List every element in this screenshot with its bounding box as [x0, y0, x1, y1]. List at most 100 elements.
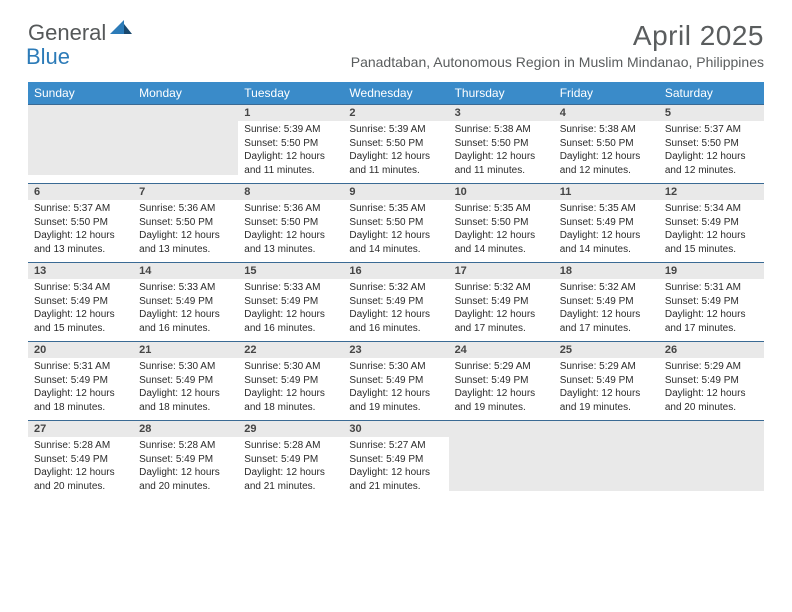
day-details: Sunrise: 5:29 AMSunset: 5:49 PMDaylight:…: [449, 358, 554, 420]
day-details: [449, 437, 554, 491]
day-details: Sunrise: 5:28 AMSunset: 5:49 PMDaylight:…: [238, 437, 343, 499]
day-cell: 21Sunrise: 5:30 AMSunset: 5:49 PMDayligh…: [133, 342, 238, 421]
day-details: Sunrise: 5:34 AMSunset: 5:49 PMDaylight:…: [659, 200, 764, 262]
day-details: [28, 121, 133, 175]
day-cell: 3Sunrise: 5:38 AMSunset: 5:50 PMDaylight…: [449, 105, 554, 184]
day-header-row: SundayMondayTuesdayWednesdayThursdayFrid…: [28, 82, 764, 105]
page-header: General April 2025 Panadtaban, Autonomou…: [0, 0, 792, 74]
brand-logo: General: [28, 20, 134, 46]
day-cell: 26Sunrise: 5:29 AMSunset: 5:49 PMDayligh…: [659, 342, 764, 421]
day-details: Sunrise: 5:30 AMSunset: 5:49 PMDaylight:…: [133, 358, 238, 420]
day-cell: 17Sunrise: 5:32 AMSunset: 5:49 PMDayligh…: [449, 263, 554, 342]
day-number: 1: [238, 105, 343, 121]
day-number: [449, 421, 554, 437]
day-number: 5: [659, 105, 764, 121]
week-row: 13Sunrise: 5:34 AMSunset: 5:49 PMDayligh…: [28, 263, 764, 342]
day-number: 7: [133, 184, 238, 200]
day-cell: 5Sunrise: 5:37 AMSunset: 5:50 PMDaylight…: [659, 105, 764, 184]
day-number: 21: [133, 342, 238, 358]
day-cell: [28, 105, 133, 184]
day-header: Tuesday: [238, 82, 343, 105]
day-number: 4: [554, 105, 659, 121]
day-cell: 27Sunrise: 5:28 AMSunset: 5:49 PMDayligh…: [28, 421, 133, 500]
day-number: 27: [28, 421, 133, 437]
day-number: 10: [449, 184, 554, 200]
day-details: [133, 121, 238, 175]
title-block: April 2025 Panadtaban, Autonomous Region…: [351, 20, 764, 70]
day-number: 26: [659, 342, 764, 358]
day-header: Saturday: [659, 82, 764, 105]
day-cell: 11Sunrise: 5:35 AMSunset: 5:49 PMDayligh…: [554, 184, 659, 263]
day-cell: 25Sunrise: 5:29 AMSunset: 5:49 PMDayligh…: [554, 342, 659, 421]
day-cell: 19Sunrise: 5:31 AMSunset: 5:49 PMDayligh…: [659, 263, 764, 342]
day-details: Sunrise: 5:31 AMSunset: 5:49 PMDaylight:…: [659, 279, 764, 341]
day-cell: 13Sunrise: 5:34 AMSunset: 5:49 PMDayligh…: [28, 263, 133, 342]
day-cell: 4Sunrise: 5:38 AMSunset: 5:50 PMDaylight…: [554, 105, 659, 184]
day-cell: 22Sunrise: 5:30 AMSunset: 5:49 PMDayligh…: [238, 342, 343, 421]
day-number: 25: [554, 342, 659, 358]
day-cell: [133, 105, 238, 184]
day-cell: 9Sunrise: 5:35 AMSunset: 5:50 PMDaylight…: [343, 184, 448, 263]
calendar-body: 1Sunrise: 5:39 AMSunset: 5:50 PMDaylight…: [28, 105, 764, 500]
week-row: 6Sunrise: 5:37 AMSunset: 5:50 PMDaylight…: [28, 184, 764, 263]
day-cell: 23Sunrise: 5:30 AMSunset: 5:49 PMDayligh…: [343, 342, 448, 421]
day-cell: 12Sunrise: 5:34 AMSunset: 5:49 PMDayligh…: [659, 184, 764, 263]
day-details: Sunrise: 5:33 AMSunset: 5:49 PMDaylight:…: [238, 279, 343, 341]
brand-blue: Blue: [26, 44, 70, 69]
day-cell: [449, 421, 554, 500]
day-cell: 7Sunrise: 5:36 AMSunset: 5:50 PMDaylight…: [133, 184, 238, 263]
day-cell: 1Sunrise: 5:39 AMSunset: 5:50 PMDaylight…: [238, 105, 343, 184]
day-number: 8: [238, 184, 343, 200]
day-details: Sunrise: 5:28 AMSunset: 5:49 PMDaylight:…: [28, 437, 133, 499]
day-details: Sunrise: 5:35 AMSunset: 5:49 PMDaylight:…: [554, 200, 659, 262]
day-number: 29: [238, 421, 343, 437]
week-row: 20Sunrise: 5:31 AMSunset: 5:49 PMDayligh…: [28, 342, 764, 421]
day-number: 30: [343, 421, 448, 437]
day-number: 9: [343, 184, 448, 200]
day-number: 20: [28, 342, 133, 358]
day-cell: [659, 421, 764, 500]
day-number: 18: [554, 263, 659, 279]
day-number: 22: [238, 342, 343, 358]
day-details: Sunrise: 5:32 AMSunset: 5:49 PMDaylight:…: [449, 279, 554, 341]
day-number: [133, 105, 238, 121]
day-cell: 20Sunrise: 5:31 AMSunset: 5:49 PMDayligh…: [28, 342, 133, 421]
day-cell: 8Sunrise: 5:36 AMSunset: 5:50 PMDaylight…: [238, 184, 343, 263]
day-number: 19: [659, 263, 764, 279]
day-number: [659, 421, 764, 437]
day-header: Thursday: [449, 82, 554, 105]
day-details: Sunrise: 5:35 AMSunset: 5:50 PMDaylight:…: [343, 200, 448, 262]
day-header: Monday: [133, 82, 238, 105]
day-cell: 2Sunrise: 5:39 AMSunset: 5:50 PMDaylight…: [343, 105, 448, 184]
day-details: Sunrise: 5:35 AMSunset: 5:50 PMDaylight:…: [449, 200, 554, 262]
day-number: 14: [133, 263, 238, 279]
day-details: Sunrise: 5:37 AMSunset: 5:50 PMDaylight:…: [659, 121, 764, 183]
day-details: Sunrise: 5:30 AMSunset: 5:49 PMDaylight:…: [238, 358, 343, 420]
day-number: 6: [28, 184, 133, 200]
day-cell: 10Sunrise: 5:35 AMSunset: 5:50 PMDayligh…: [449, 184, 554, 263]
day-cell: 15Sunrise: 5:33 AMSunset: 5:49 PMDayligh…: [238, 263, 343, 342]
day-cell: 30Sunrise: 5:27 AMSunset: 5:49 PMDayligh…: [343, 421, 448, 500]
day-details: Sunrise: 5:31 AMSunset: 5:49 PMDaylight:…: [28, 358, 133, 420]
day-cell: 28Sunrise: 5:28 AMSunset: 5:49 PMDayligh…: [133, 421, 238, 500]
day-details: Sunrise: 5:33 AMSunset: 5:49 PMDaylight:…: [133, 279, 238, 341]
day-number: 13: [28, 263, 133, 279]
day-number: 2: [343, 105, 448, 121]
day-details: Sunrise: 5:29 AMSunset: 5:49 PMDaylight:…: [554, 358, 659, 420]
week-row: 1Sunrise: 5:39 AMSunset: 5:50 PMDaylight…: [28, 105, 764, 184]
day-number: 24: [449, 342, 554, 358]
day-cell: 24Sunrise: 5:29 AMSunset: 5:49 PMDayligh…: [449, 342, 554, 421]
day-number: [554, 421, 659, 437]
calendar-table: SundayMondayTuesdayWednesdayThursdayFrid…: [28, 82, 764, 499]
day-header: Friday: [554, 82, 659, 105]
day-details: [659, 437, 764, 491]
day-number: 17: [449, 263, 554, 279]
day-number: 3: [449, 105, 554, 121]
week-row: 27Sunrise: 5:28 AMSunset: 5:49 PMDayligh…: [28, 421, 764, 500]
day-details: Sunrise: 5:28 AMSunset: 5:49 PMDaylight:…: [133, 437, 238, 499]
day-cell: 16Sunrise: 5:32 AMSunset: 5:49 PMDayligh…: [343, 263, 448, 342]
day-details: Sunrise: 5:39 AMSunset: 5:50 PMDaylight:…: [343, 121, 448, 183]
day-cell: [554, 421, 659, 500]
day-details: Sunrise: 5:29 AMSunset: 5:49 PMDaylight:…: [659, 358, 764, 420]
day-cell: 18Sunrise: 5:32 AMSunset: 5:49 PMDayligh…: [554, 263, 659, 342]
